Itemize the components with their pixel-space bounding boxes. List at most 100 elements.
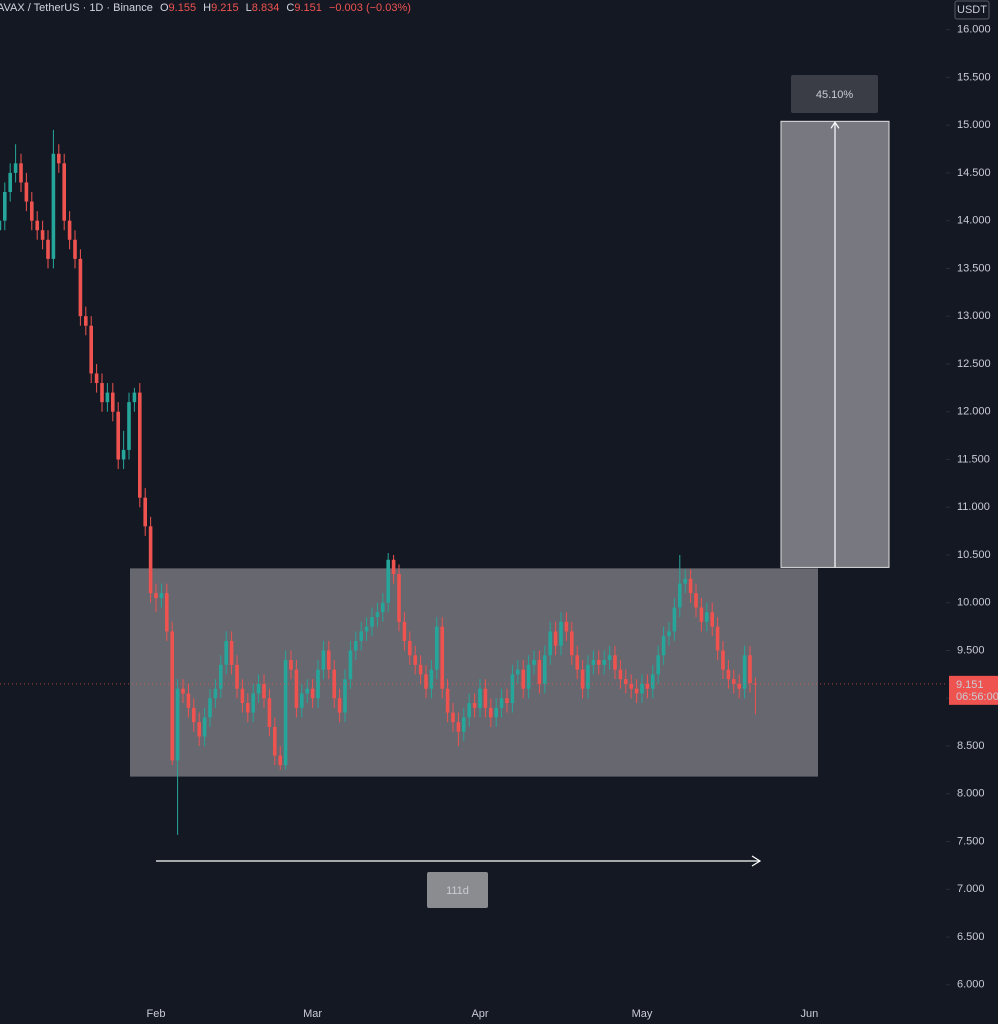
y-tick-label: 13.500 bbox=[957, 262, 991, 274]
candle-body bbox=[737, 683, 741, 689]
candle-body bbox=[100, 383, 104, 403]
y-tick-label: 14.500 bbox=[957, 167, 991, 179]
candle-body bbox=[165, 593, 169, 632]
candle-body bbox=[154, 593, 158, 598]
candle-body bbox=[694, 593, 698, 608]
candle-body bbox=[364, 626, 369, 632]
candle-body bbox=[132, 392, 137, 403]
candle-body bbox=[175, 688, 180, 761]
duration-arrowhead bbox=[751, 855, 762, 867]
candle-body bbox=[629, 683, 633, 689]
y-tick-label: 16.000 bbox=[957, 24, 991, 36]
candle-body bbox=[429, 669, 434, 689]
candle-body bbox=[467, 703, 471, 718]
candle-body bbox=[62, 163, 66, 221]
candle-body bbox=[13, 163, 18, 173]
candle-body bbox=[678, 583, 682, 608]
candle-body bbox=[602, 660, 606, 665]
ohlc-label: L bbox=[246, 2, 252, 14]
candle-body bbox=[381, 602, 385, 613]
candle-body bbox=[67, 220, 72, 240]
y-tick-label: 12.000 bbox=[957, 406, 991, 418]
y-tick-label: 11.000 bbox=[957, 501, 990, 513]
y-tick-label: 6.500 bbox=[957, 931, 985, 943]
candle-body bbox=[575, 655, 579, 670]
candle-body bbox=[138, 392, 142, 498]
candle-body bbox=[721, 650, 725, 670]
candle-body bbox=[148, 526, 153, 594]
candle-body bbox=[116, 411, 120, 460]
candle-body bbox=[667, 631, 671, 637]
candle-body bbox=[570, 631, 574, 656]
last-price-box bbox=[949, 675, 998, 705]
currency-box bbox=[954, 0, 990, 20]
candle-body bbox=[192, 707, 196, 723]
candle-body bbox=[494, 707, 498, 718]
candle-body bbox=[408, 640, 412, 656]
candle-body bbox=[402, 621, 407, 641]
candle-body bbox=[310, 688, 315, 699]
x-tick-label: Apr bbox=[471, 1008, 488, 1020]
candle-body bbox=[537, 660, 542, 684]
candle-body bbox=[548, 631, 552, 656]
candle-body bbox=[543, 655, 547, 684]
y-tick-label: 6.000 bbox=[957, 979, 985, 991]
header: AVAX / TetherUS · 1D · Binance O9.155 H9… bbox=[0, 2, 411, 14]
candle-body bbox=[213, 688, 218, 699]
candle-body bbox=[30, 201, 34, 221]
candle-body bbox=[332, 669, 336, 699]
candle-body bbox=[370, 617, 374, 627]
x-tick-label: Mar bbox=[303, 1008, 322, 1020]
ohlc-value: 9.215 bbox=[211, 2, 239, 14]
plot-area: 45.10% 111d bbox=[0, 75, 946, 908]
candle-body bbox=[40, 230, 45, 240]
candle-body bbox=[46, 239, 50, 259]
candle-body bbox=[726, 669, 731, 680]
candle-body bbox=[591, 660, 596, 665]
x-tick-label: Feb bbox=[147, 1008, 166, 1020]
y-tick-label: 13.000 bbox=[957, 310, 991, 322]
candle-body bbox=[8, 172, 12, 192]
ohlc-value: 9.155 bbox=[169, 2, 197, 14]
candle-body bbox=[386, 559, 390, 603]
candle-body bbox=[170, 631, 174, 761]
candle-body bbox=[688, 578, 693, 594]
candle-body bbox=[159, 593, 164, 598]
candle-body bbox=[651, 674, 655, 689]
candle-body bbox=[283, 660, 288, 766]
candle-body bbox=[84, 316, 88, 326]
y-tick-label: 10.000 bbox=[957, 597, 991, 609]
candle-body bbox=[710, 612, 714, 627]
candle-body bbox=[208, 698, 212, 718]
candle-body bbox=[343, 679, 347, 713]
candle-body bbox=[240, 688, 245, 704]
candle-body bbox=[456, 722, 461, 732]
candle-body bbox=[505, 698, 509, 704]
candle-body bbox=[105, 392, 110, 403]
candle-body bbox=[521, 669, 525, 689]
candle-body bbox=[559, 621, 563, 646]
candle-body bbox=[251, 693, 255, 713]
candle-body bbox=[219, 664, 223, 689]
candle-body bbox=[89, 325, 93, 374]
candle-body bbox=[705, 612, 709, 622]
candle-body bbox=[451, 712, 455, 723]
candle-body bbox=[489, 707, 493, 718]
y-tick-label: 7.500 bbox=[957, 835, 985, 847]
candle-body bbox=[586, 664, 590, 689]
candle-body bbox=[354, 640, 358, 651]
candle-body bbox=[246, 703, 250, 713]
candle-body bbox=[327, 650, 331, 670]
candle-body bbox=[613, 655, 617, 670]
candle-body bbox=[753, 683, 758, 685]
candle-body bbox=[618, 669, 623, 680]
candle-body bbox=[262, 683, 266, 699]
y-tick-label: 15.000 bbox=[957, 119, 991, 131]
y-tick-label: 14.000 bbox=[957, 215, 991, 227]
ohlc-value: 8.834 bbox=[252, 2, 280, 14]
change: −0.003 (−0.03%) bbox=[329, 2, 411, 14]
range-box bbox=[130, 568, 818, 777]
target-arrowhead bbox=[830, 121, 840, 129]
candle-body bbox=[57, 153, 61, 164]
